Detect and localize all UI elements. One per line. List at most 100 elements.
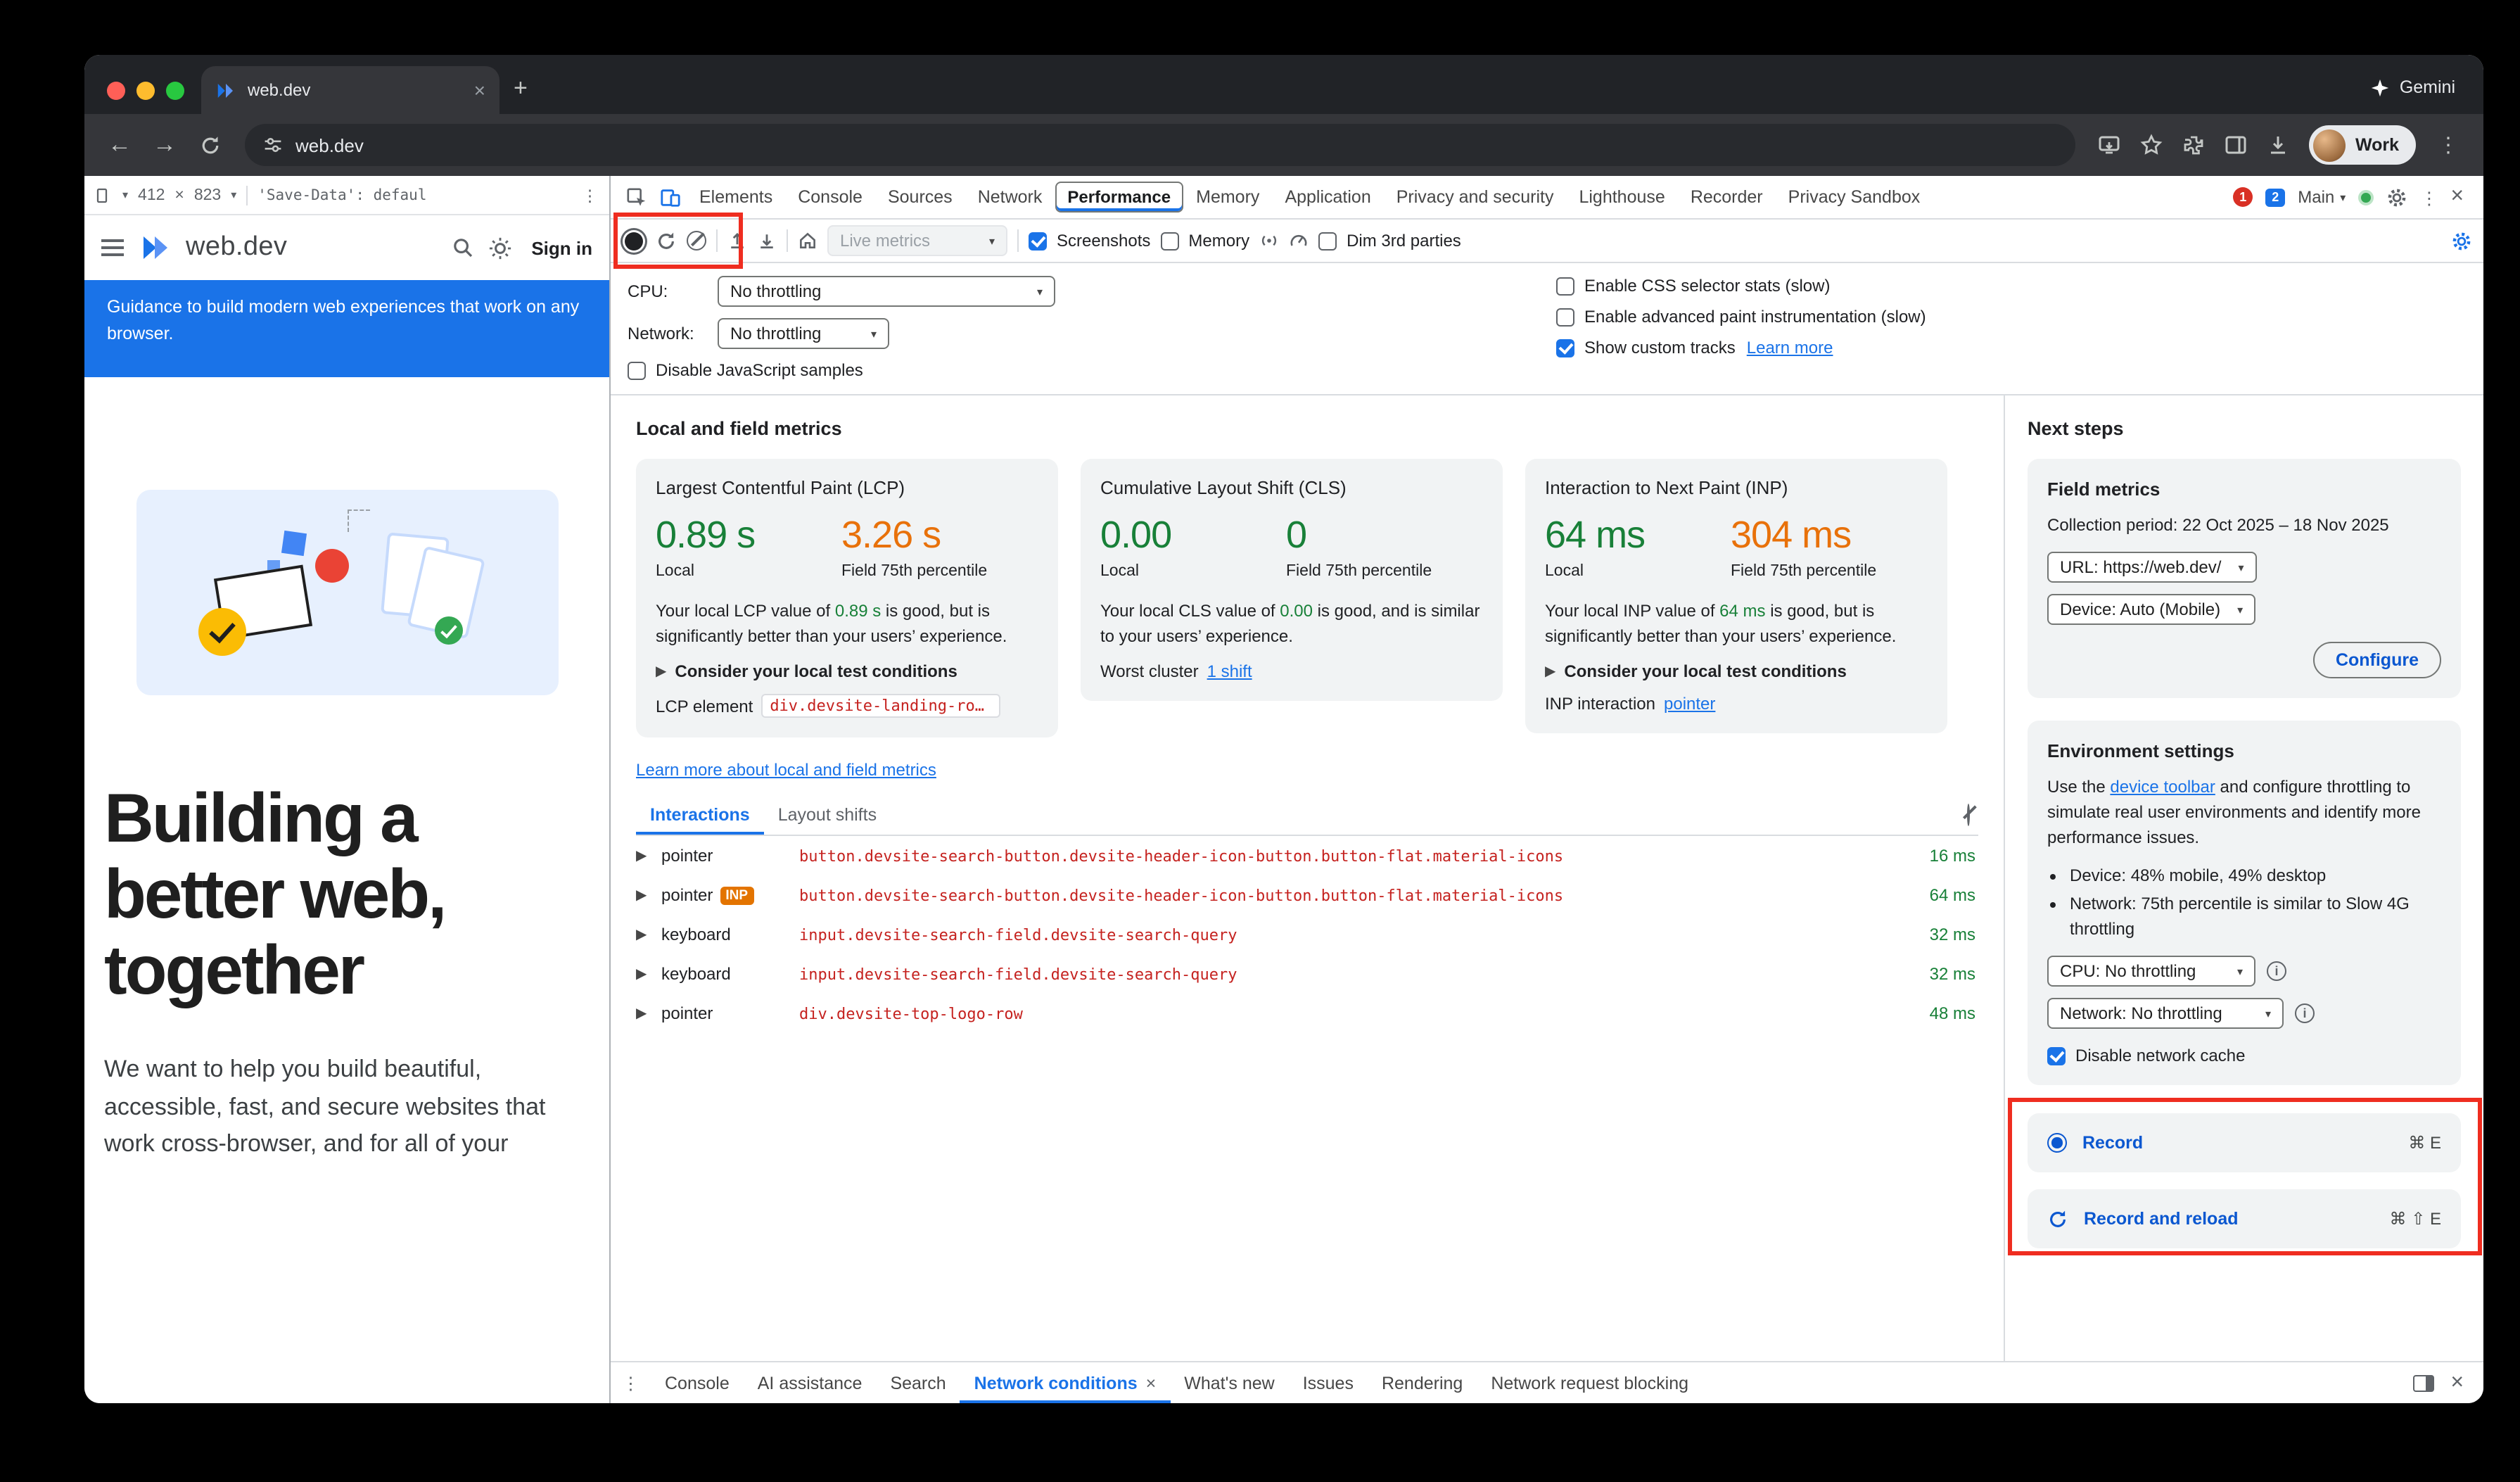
disable-js-samples-checkbox[interactable]: Disable JavaScript samples (628, 360, 863, 380)
chevron-right-icon[interactable]: ▶ (636, 966, 647, 982)
configure-button[interactable]: Configure (2312, 642, 2441, 678)
tab-layout-shifts[interactable]: Layout shifts (777, 804, 877, 825)
gemini-button[interactable]: Gemini (2372, 77, 2483, 114)
extensions-icon[interactable] (2174, 134, 2213, 156)
clear-interactions-icon[interactable] (1967, 803, 1970, 826)
live-metrics-home-icon[interactable] (798, 231, 817, 251)
interaction-row[interactable]: ▶ pointer button.devsite-search-button.d… (636, 837, 1978, 876)
error-count-badge[interactable]: 1 (2233, 187, 2253, 207)
network-conditions-icon[interactable] (1259, 231, 1279, 251)
profile-chip[interactable]: Work (2308, 125, 2416, 165)
device-toolbar-link[interactable]: device toolbar (2110, 777, 2215, 797)
save-data-indicator[interactable]: 'Save-Data': defaul (257, 186, 427, 203)
checkbox-icon[interactable] (628, 361, 646, 379)
zoom-window-button[interactable] (166, 82, 184, 100)
worst-cluster-link[interactable]: 1 shift (1207, 661, 1252, 682)
sign-in-button[interactable]: Sign in (531, 237, 592, 258)
devtools-tab-privacy-sandbox[interactable]: Privacy Sandbox (1788, 187, 1921, 207)
cpu-throttling-select[interactable]: No throttling ▾ (718, 276, 1055, 307)
interaction-row[interactable]: ▶ keyboard input.devsite-search-field.de… (636, 955, 1978, 994)
record-icon[interactable] (625, 232, 643, 250)
zoom-caret-icon[interactable]: ▾ (231, 189, 237, 201)
drawer-tab-search[interactable]: Search (890, 1373, 946, 1393)
checkbox-icon[interactable] (1160, 232, 1179, 250)
advanced-paint-checkbox[interactable]: Enable advanced paint instrumentation (s… (1556, 307, 1926, 327)
device-bar-more-icon[interactable]: ⋮ (582, 188, 598, 205)
show-custom-tracks-checkbox[interactable]: Show custom tracks (1556, 338, 1736, 357)
download-icon[interactable] (2258, 134, 2298, 156)
bookmark-star-icon[interactable] (2132, 134, 2171, 156)
omnibox[interactable]: web.dev (245, 124, 2075, 166)
memory-checkbox[interactable]: Memory (1160, 231, 1249, 251)
checkbox-checked-icon[interactable] (1556, 338, 1574, 357)
interaction-row[interactable]: ▶ pointer INP button.devsite-search-butto… (636, 876, 1978, 916)
devtools-tab-memory[interactable]: Memory (1196, 187, 1260, 207)
drawer-tab-issues[interactable]: Issues (1302, 1373, 1354, 1393)
drawer-close-icon[interactable]: × (2450, 1370, 2464, 1394)
dimensions-caret-icon[interactable]: ▾ (122, 189, 129, 201)
devtools-close-icon[interactable]: × (2450, 184, 2464, 208)
devtools-tab-privacy-security[interactable]: Privacy and security (1396, 187, 1554, 207)
interaction-target[interactable]: input.devsite-search-field.devsite-searc… (799, 965, 1237, 984)
forward-button[interactable]: → (153, 131, 177, 158)
info-icon[interactable]: i (2295, 1003, 2315, 1024)
info-icon[interactable]: i (2267, 961, 2286, 982)
interaction-target[interactable]: button.devsite-search-button.devsite-hea… (799, 886, 1564, 905)
search-icon[interactable] (451, 236, 473, 259)
url-text[interactable]: web.dev (295, 134, 364, 156)
interaction-target[interactable]: button.devsite-search-button.devsite-hea… (799, 847, 1564, 866)
devtools-tab-sources[interactable]: Sources (887, 187, 953, 207)
viewport-width[interactable]: 412 (138, 186, 165, 203)
inp-interaction-link[interactable]: pointer (1664, 694, 1716, 714)
drawer-tab-network-conditions[interactable]: Network conditions × (960, 1362, 1171, 1403)
theme-toggle-sun-icon[interactable] (488, 236, 511, 260)
browser-tab[interactable]: web.dev × (201, 66, 499, 114)
drawer-tab-network-request-blocking[interactable]: Network request blocking (1491, 1373, 1689, 1393)
record-and-reload-button[interactable]: Record and reload ⌘ ⇧ E (2028, 1189, 2461, 1249)
drawer-tab-ai-assistance[interactable]: AI assistance (757, 1373, 863, 1393)
record-button[interactable]: Record ⌘ E (2028, 1113, 2461, 1173)
devtools-tab-lighthouse[interactable]: Lighthouse (1579, 187, 1665, 207)
checkbox-icon[interactable] (1318, 232, 1337, 250)
drawer-menu-icon[interactable]: ⋮ (622, 1374, 639, 1393)
issues-count-badge[interactable]: 2 (2265, 188, 2286, 206)
devtools-tab-application[interactable]: Application (1285, 187, 1371, 207)
learn-metrics-link[interactable]: Learn more about local and field metrics (636, 760, 936, 780)
tab-interactions[interactable]: Interactions (636, 794, 764, 835)
tab-close-icon[interactable]: × (473, 79, 485, 101)
field-device-select[interactable]: Device: Auto (Mobile) ▾ (2047, 594, 2256, 625)
chevron-right-icon[interactable]: ▶ (636, 848, 647, 864)
network-throttling-select[interactable]: No throttling ▾ (718, 318, 889, 349)
screenshots-checkbox[interactable]: Screenshots (1029, 231, 1150, 251)
cast-icon[interactable] (2089, 134, 2129, 156)
checkbox-checked-icon[interactable] (1029, 232, 1047, 250)
css-selector-stats-checkbox[interactable]: Enable CSS selector stats (slow) (1556, 276, 1830, 296)
devtools-tab-performance[interactable]: Performance (1055, 182, 1184, 213)
interaction-row[interactable]: ▶ pointer div.devsite-top-logo-row 48 ms (636, 994, 1978, 1034)
env-cpu-select[interactable]: CPU: No throttling ▾ (2047, 956, 2255, 987)
devtools-tab-network[interactable]: Network (977, 187, 1043, 207)
back-button[interactable]: ← (108, 131, 132, 158)
devtools-tab-elements[interactable]: Elements (699, 187, 773, 207)
close-icon[interactable]: × (1145, 1373, 1157, 1393)
checkbox-checked-icon[interactable] (2047, 1046, 2066, 1065)
context-selector[interactable]: Main ▾ (2298, 187, 2346, 207)
devtools-tab-recorder[interactable]: Recorder (1690, 187, 1763, 207)
lcp-element-link[interactable]: div.devsite-landing-row-ite… (761, 694, 1001, 718)
devtools-tab-console[interactable]: Console (798, 187, 863, 207)
checkbox-icon[interactable] (1556, 277, 1574, 295)
devtools-settings-gear-icon[interactable] (2386, 186, 2407, 208)
dim-3rd-parties-checkbox[interactable]: Dim 3rd parties (1318, 231, 1461, 251)
hamburger-menu-icon[interactable] (101, 239, 124, 242)
learn-more-link[interactable]: Learn more (1746, 338, 1833, 357)
promo-banner[interactable]: Guidance to build modern web experiences… (84, 280, 609, 377)
upload-profile-icon[interactable] (727, 231, 747, 251)
side-panel-icon[interactable] (2216, 134, 2255, 156)
new-tab-button[interactable]: + (514, 75, 528, 101)
minimize-window-button[interactable] (136, 82, 155, 100)
chevron-right-icon[interactable]: ▶ (636, 1006, 647, 1022)
interaction-row[interactable]: ▶ keyboard input.devsite-search-field.de… (636, 916, 1978, 955)
drawer-tab-console[interactable]: Console (665, 1373, 730, 1393)
chevron-right-icon[interactable]: ▶ (636, 927, 647, 943)
inspect-element-icon[interactable] (619, 186, 653, 208)
